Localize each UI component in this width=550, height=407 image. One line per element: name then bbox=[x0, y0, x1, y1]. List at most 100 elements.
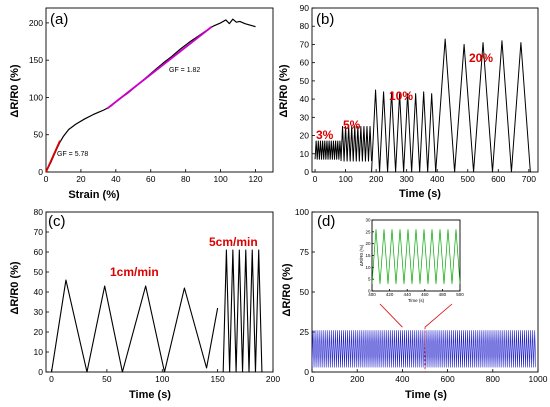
panel-d-inset-series bbox=[371, 229, 461, 285]
panel-d-xtick-label-2: 400 bbox=[395, 374, 409, 384]
panel-b-label: (b) bbox=[316, 11, 334, 28]
panel-b-ytick-label-7: 70 bbox=[300, 39, 310, 49]
panel-b-annotation-3pct: 3% bbox=[316, 128, 334, 142]
panel-c-series-1cm bbox=[50, 279, 219, 373]
panel-c-label: (c) bbox=[48, 213, 66, 230]
plot-area-b: 0 100 200 300 400 500 600 700 0 10 20 30 40 50 60 70 80 9… bbox=[300, 3, 539, 184]
panel-c-xtick-label-1: 50 bbox=[102, 374, 112, 384]
panel-b-ytick-label-1: 10 bbox=[300, 149, 310, 159]
plot-area-c: 0 50 100 150 200 0 10 20 30 40 50 60 70 80 bbox=[34, 207, 281, 384]
panel-a-ytick-label-0: 0 bbox=[38, 167, 43, 177]
panel-a-series-fit-magenta bbox=[106, 25, 213, 110]
panel-a-series-measured bbox=[45, 18, 256, 173]
panel-a-ytick-label-3: 150 bbox=[29, 55, 43, 65]
panel-c-annotation-5cm: 5cm/min bbox=[209, 235, 258, 249]
panel-c-ytick-label-5: 50 bbox=[34, 267, 44, 277]
panel-c-annotation-1cm: 1cm/min bbox=[110, 265, 159, 279]
panel-b-annotation-20pct: 20% bbox=[469, 51, 493, 65]
panel-a-series-fit-red bbox=[45, 140, 61, 173]
panel-c-series-5cm bbox=[222, 249, 263, 373]
panel-a-ylabel: ΔR/R0 (%) bbox=[9, 64, 21, 117]
panel-b-xtick-label-7: 700 bbox=[522, 174, 536, 184]
panel-b-series-0 bbox=[314, 140, 342, 160]
panel-d-ytick-label-4: 100 bbox=[295, 207, 309, 217]
panel-c-ylabel: ΔR/R0 (%) bbox=[9, 261, 21, 314]
panel-b-series-3 bbox=[435, 38, 531, 173]
panel-c-xtick-label-0: 0 bbox=[49, 374, 54, 384]
panel-d-inset-xtick-label-3: 460 bbox=[421, 292, 429, 297]
panel-d-connector-left bbox=[379, 303, 403, 328]
panel-a-frame bbox=[45, 7, 274, 173]
panel-a-annotation-gf578: GF = 5.78 bbox=[57, 151, 88, 158]
panel-b-series-2 bbox=[371, 89, 437, 173]
panel-b-xtick-label-6: 600 bbox=[491, 174, 505, 184]
panel-a-xlabel: Strain (%) bbox=[68, 189, 120, 201]
panel-b: 0 100 200 300 400 500 600 700 0 10 20 30 40 50 60 70 80 9… bbox=[278, 3, 539, 200]
panel-d-inset-xtick-label-1: 420 bbox=[386, 292, 394, 297]
panel-d-xtick-label-1: 200 bbox=[350, 374, 364, 384]
panel-b-xlabel: Time (s) bbox=[399, 188, 441, 200]
panel-a-xtick-label-0: 0 bbox=[44, 174, 49, 184]
panel-d-ylabel: ΔR/R0 (%) bbox=[281, 263, 293, 316]
panel-c-ytick-label-0: 0 bbox=[38, 367, 43, 377]
panel-b-ytick-label-5: 50 bbox=[300, 76, 310, 86]
panel-c-ytick-label-1: 10 bbox=[34, 347, 44, 357]
panel-b-ytick-label-2: 20 bbox=[300, 131, 310, 141]
panel-c-xtick-label-4: 200 bbox=[266, 374, 280, 384]
panel-a-ytick-label-2: 100 bbox=[29, 92, 43, 102]
panel-a: 0 20 40 60 80 100 120 0 50 100 150 200 (a) Strain (… bbox=[9, 7, 274, 201]
panel-a-xtick-label-5: 100 bbox=[214, 174, 228, 184]
panel-d-ytick-label-1: 25 bbox=[300, 327, 310, 337]
panel-b-ytick-label-3: 30 bbox=[300, 112, 310, 122]
panel-b-ytick-label-9: 90 bbox=[300, 3, 310, 13]
panel-d-inset: 400 420 440 460 480 500 0 5 10 15 20 25 30 ΔR/R0 (%) T… bbox=[358, 218, 464, 372]
panel-d-inset-ytick-label-3: 15 bbox=[365, 253, 371, 258]
panel-a-xtick-label-2: 40 bbox=[111, 174, 121, 184]
panel-b-xtick-label-5: 500 bbox=[461, 174, 475, 184]
panel-b-ylabel: ΔR/R0 (%) bbox=[278, 64, 290, 117]
panel-c-ytick-label-8: 80 bbox=[34, 207, 44, 217]
panel-d-inset-xtick-label-0: 400 bbox=[368, 292, 376, 297]
panel-c-xlabel: Time (s) bbox=[129, 389, 171, 401]
panel-b-ytick-label-0: 0 bbox=[304, 167, 309, 177]
panel-d-connector-right bbox=[424, 303, 453, 328]
panel-a-xtick-label-6: 120 bbox=[248, 174, 262, 184]
panel-d-label: (d) bbox=[317, 213, 335, 230]
panel-b-xtick-label-0: 0 bbox=[313, 174, 318, 184]
panel-d-inset-ylabel: ΔR/R0 (%) bbox=[359, 244, 364, 266]
panel-c-ytick-label-6: 60 bbox=[34, 247, 44, 257]
panel-b-ytick-label-8: 80 bbox=[300, 21, 310, 31]
panel-d-xtick-label-0: 0 bbox=[310, 374, 315, 384]
panel-b-series-1 bbox=[340, 125, 373, 162]
panel-c-ytick-label-4: 40 bbox=[34, 287, 44, 297]
panel-b-xtick-label-3: 300 bbox=[400, 174, 414, 184]
panel-b-xtick-label-1: 100 bbox=[339, 174, 353, 184]
panel-b-annotation-5pct: 5% bbox=[343, 118, 361, 132]
panel-d-inset-ytick-label-5: 25 bbox=[365, 229, 371, 234]
panel-d-inset-xtick-label-4: 480 bbox=[439, 292, 447, 297]
panel-d-inset-xtick-label-2: 440 bbox=[403, 292, 411, 297]
panel-a-annotation-gf182: GF = 1.82 bbox=[169, 67, 200, 74]
plot-area-a: 0 20 40 60 80 100 120 0 50 100 150 200 bbox=[29, 7, 274, 184]
panel-a-ytick-label-4: 200 bbox=[29, 18, 43, 28]
panel-d-ytick-label-3: 75 bbox=[300, 247, 310, 257]
panel-d-series-main bbox=[311, 330, 537, 368]
panel-c: 0 50 100 150 200 0 10 20 30 40 50 60 70 80 (c) Time (… bbox=[9, 207, 280, 401]
panel-d-xlabel: Time (s) bbox=[405, 389, 447, 401]
panel-a-xtick-label-1: 20 bbox=[76, 174, 86, 184]
panel-b-frame bbox=[311, 7, 539, 173]
panel-d-inset-xtick-label-5: 500 bbox=[456, 292, 464, 297]
panel-c-xtick-label-3: 150 bbox=[211, 374, 225, 384]
panel-c-ytick-label-3: 30 bbox=[34, 307, 44, 317]
panel-d-inset-ytick-label-2: 10 bbox=[365, 265, 371, 270]
panel-c-ytick-label-7: 70 bbox=[34, 227, 44, 237]
panel-d-xtick-label-4: 800 bbox=[486, 374, 500, 384]
panel-d-xtick-label-3: 600 bbox=[441, 374, 455, 384]
panel-c-xtick-label-2: 100 bbox=[155, 374, 169, 384]
panel-a-ytick-label-1: 50 bbox=[34, 130, 44, 140]
panel-a-xtick-label-4: 80 bbox=[181, 174, 191, 184]
panel-a-label: (a) bbox=[50, 11, 68, 28]
